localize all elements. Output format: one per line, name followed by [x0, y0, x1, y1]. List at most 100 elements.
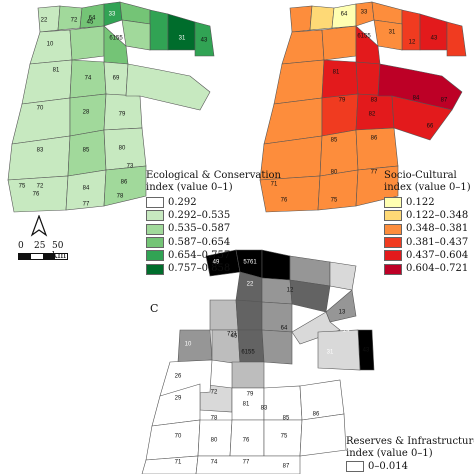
legend-class-label: 0.122–0.348	[406, 209, 469, 221]
zone-label: 80	[211, 438, 218, 444]
legend-socio-cultural-title-2: index (value 0–1)	[384, 182, 471, 193]
zone-label: 22	[247, 282, 254, 288]
zone-label: 83	[371, 98, 378, 104]
zone-label: 76	[281, 198, 288, 204]
zone-label: 81	[243, 402, 250, 408]
zone-label: 43	[431, 36, 438, 42]
map-ecological	[7, 1, 215, 213]
zone-label: 26	[175, 374, 182, 380]
zone-label: 1844	[217, 288, 231, 294]
scale-bar: 0 25 50 km	[18, 241, 68, 261]
zone-label: 10	[185, 342, 192, 348]
legend-class-label: 0.381–0.437	[406, 236, 469, 248]
zone-label: 75	[331, 198, 338, 204]
legend-swatch	[384, 223, 402, 235]
zone-label: 77	[243, 460, 250, 466]
legend-class-label: 0.348–0.381	[406, 223, 469, 235]
zone-label: 69	[113, 76, 120, 82]
legend-class-label: 0.757–0.858	[168, 263, 231, 275]
map-socio-cultural	[259, 1, 467, 213]
zone-label: 86	[121, 180, 128, 186]
legend-class-label: 0.654–0.757	[168, 249, 231, 261]
zone-label: 31	[179, 36, 186, 42]
legend-swatch	[384, 210, 402, 222]
zone-label: 28	[83, 110, 90, 116]
scale-tick-0: 0	[18, 241, 24, 251]
legend-socio-cultural-title-1: Socio-Cultural	[384, 170, 457, 181]
zone-label: 76	[33, 192, 40, 198]
legend-swatch	[146, 210, 164, 222]
zone-label: 75	[281, 434, 288, 440]
zone-label: 22	[41, 18, 48, 24]
zone-label: 76	[243, 438, 250, 444]
zone-label: 82	[369, 112, 376, 118]
legend-reserves: Reserves & Infrastructures index (value …	[346, 436, 474, 473]
zone-label: 84	[413, 96, 420, 102]
zone-label: 45	[87, 20, 94, 26]
zone-label: 45	[231, 334, 238, 340]
zone-label: 72	[211, 390, 218, 396]
legend-class-row: 0.437–0.604	[384, 249, 471, 262]
legend-swatch	[146, 197, 164, 209]
legend-class-label: 0.122	[406, 196, 435, 208]
legend-class-row: 0–0.014	[346, 460, 474, 473]
zone-label: 6155	[357, 34, 371, 40]
zone-label: 80	[331, 170, 338, 176]
zone-label: 86	[313, 412, 320, 418]
legend-reserves-title-2: index (value 0–1)	[346, 448, 433, 459]
legend-class-label: 0.292	[168, 196, 197, 208]
legend-class-row: 0.654–0.757	[146, 249, 281, 262]
zone-label: 83	[261, 406, 268, 412]
legend-class-row: 0.587–0.654	[146, 236, 281, 249]
zone-label: 33	[361, 10, 368, 16]
zone-label: 86	[371, 136, 378, 142]
zone-label: 79	[247, 392, 254, 398]
zone-label: 74	[85, 76, 92, 82]
zone-label: 70	[37, 106, 44, 112]
legend-class-label: 0.587–0.654	[168, 236, 231, 248]
legend-class-row: 0.757–0.858	[146, 262, 281, 275]
zone-label: 84	[83, 186, 90, 192]
zone-label: 72	[71, 18, 78, 24]
zone-label: 5761	[243, 260, 257, 266]
zone-label: 77	[371, 170, 378, 176]
legend-ecological-title-2: index (value 0–1)	[146, 182, 233, 193]
legend-ecological: Ecological & Conservation index (value 0…	[146, 170, 281, 276]
legend-class-row: 0.292	[146, 196, 281, 209]
zone-label: 3859	[365, 250, 379, 256]
zone-label: 31	[327, 350, 334, 356]
scale-tick-25: 25	[34, 241, 46, 251]
legend-ecological-title-1: Ecological & Conservation	[146, 170, 281, 181]
zone-label: 70	[175, 434, 182, 440]
zone-label: 75	[19, 184, 26, 190]
legend-class-row: 0.381–0.437	[384, 236, 471, 249]
zone-label: 74	[211, 460, 218, 466]
map-socio-cultural-labels: 64 33 43 6155 81 79 83 84 82 87 85 86 80 77 75 76 71 12 31…	[271, 10, 448, 204]
zone-label: 85	[331, 138, 338, 144]
zone-label: 71	[271, 182, 278, 188]
zone-label: 721	[227, 332, 238, 338]
zone-label: 85	[83, 148, 90, 154]
legend-swatch	[146, 250, 164, 262]
map-reserves	[141, 249, 375, 474]
legend-swatch	[146, 263, 164, 275]
legend-class-label: 0.437–0.604	[406, 249, 469, 261]
zone-label: 81	[333, 70, 340, 76]
zone-label: 6155	[109, 36, 123, 42]
zone-label: 79	[339, 98, 346, 104]
zone-label: 71	[175, 460, 182, 466]
legend-class-label: 0–0.014	[368, 460, 408, 472]
zone-label: 33	[109, 12, 116, 18]
legend-swatch	[384, 250, 402, 262]
scale-tick-50: 50 km	[52, 241, 66, 261]
legend-swatch	[146, 223, 164, 235]
legend-class-label: 0.604–0.721	[406, 263, 469, 275]
map-ecological-labels: 64 72 45 33 22 10 31 43 6155 81 74 69 70 28 79 83 85 80 72…	[19, 12, 208, 208]
zone-label: 81	[53, 68, 60, 74]
legend-class-row: 0.292–0.535	[146, 209, 281, 222]
legend-class-label: 0.292–0.535	[168, 209, 231, 221]
legend-class-row: 0.122–0.348	[384, 209, 471, 222]
north-arrow-icon	[30, 215, 48, 237]
zone-label: 12	[409, 40, 416, 46]
zone-label: 87	[283, 464, 290, 470]
